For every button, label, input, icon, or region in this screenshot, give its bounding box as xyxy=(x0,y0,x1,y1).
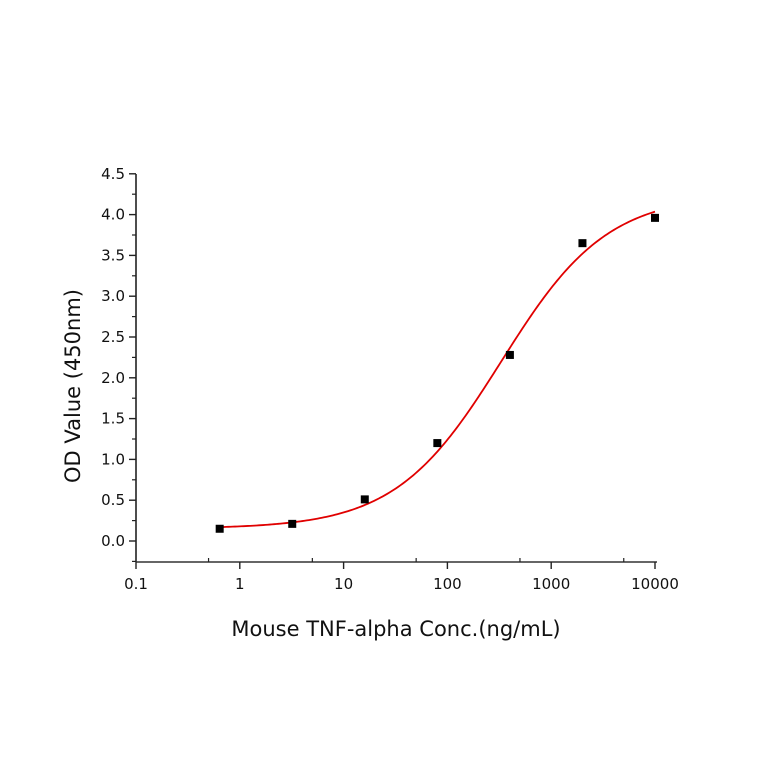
x-axis-title: Mouse TNF-alpha Conc.(ng/mL) xyxy=(231,617,560,641)
data-points xyxy=(215,213,659,533)
x-tick-label: 1 xyxy=(235,575,245,593)
y-tick-label: 3.5 xyxy=(101,246,125,264)
y-tick-label: 2.5 xyxy=(101,328,125,346)
data-point xyxy=(505,350,514,359)
data-point xyxy=(215,524,224,533)
x-tick-label: 1000 xyxy=(532,575,570,593)
y-tick-label: 0.0 xyxy=(101,532,125,550)
y-tick-label: 1.0 xyxy=(101,450,125,468)
axes xyxy=(135,174,657,563)
x-tick-label: 0.1 xyxy=(124,575,148,593)
y-tick-label: 4.0 xyxy=(101,206,125,224)
data-point xyxy=(288,519,297,528)
data-point xyxy=(360,495,369,504)
y-tick-label: 0.5 xyxy=(101,491,125,509)
x-tick-label: 10 xyxy=(334,575,353,593)
y-tick-label: 2.0 xyxy=(101,369,125,387)
fit-curve xyxy=(219,210,656,529)
x-axis-ticks: 0.1 1 10 100 1000 10000 xyxy=(124,558,679,593)
y-tick-label: 1.5 xyxy=(101,410,125,428)
data-point xyxy=(433,439,442,448)
x-tick-label: 10000 xyxy=(631,575,679,593)
data-point xyxy=(578,239,587,248)
data-point xyxy=(651,213,659,222)
y-tick-label: 4.5 xyxy=(101,165,125,183)
y-axis-ticks: 0.0 0.5 1.0 1.5 2.0 2.5 3.0 3.5 4.0 4.5 xyxy=(101,165,136,563)
y-tick-label: 3.0 xyxy=(101,287,125,305)
y-axis-title: OD Value (450nm) xyxy=(61,289,85,483)
x-tick-label: 100 xyxy=(433,575,462,593)
